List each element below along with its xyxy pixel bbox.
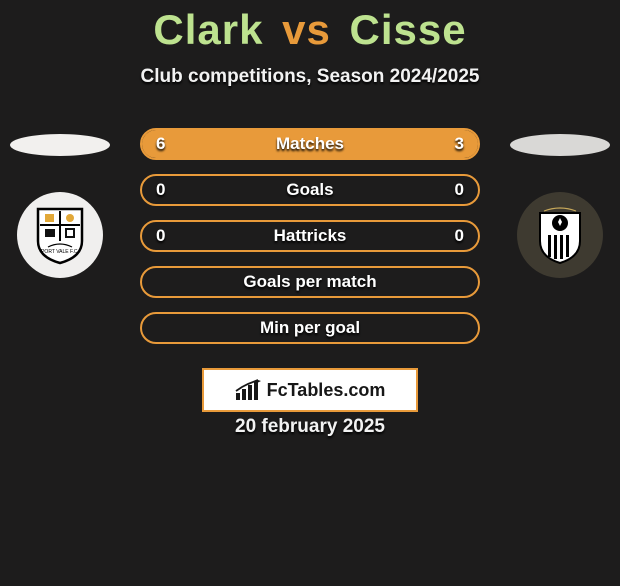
team2-badge — [517, 192, 603, 278]
team1-shield-icon: PORT VALE F.C. — [36, 205, 84, 265]
stat-label: Goals — [142, 180, 478, 200]
stat-row: 00Hattricks — [140, 220, 480, 252]
stat-row: Min per goal — [140, 312, 480, 344]
brand-text: FcTables.com — [267, 380, 386, 401]
stat-row: 63Matches — [140, 128, 480, 160]
comparison-title: Clark vs Cisse — [0, 6, 620, 54]
team1-logo-area: PORT VALE F.C. — [10, 134, 110, 278]
stat-label: Min per goal — [142, 318, 478, 338]
team2-ellipse — [510, 134, 610, 156]
stat-label: Matches — [142, 134, 478, 154]
team1-ellipse — [10, 134, 110, 156]
stat-label: Goals per match — [142, 272, 478, 292]
team1-badge: PORT VALE F.C. — [17, 192, 103, 278]
brand-box: FcTables.com — [202, 368, 418, 412]
stat-row: Goals per match — [140, 266, 480, 298]
svg-text:PORT VALE F.C.: PORT VALE F.C. — [41, 249, 79, 255]
vs-separator: vs — [282, 6, 331, 53]
team2-logo-area — [510, 134, 610, 278]
stat-row: 00Goals — [140, 174, 480, 206]
team2-shield-icon — [536, 205, 584, 265]
player2-name: Cisse — [350, 6, 467, 53]
subtitle: Club competitions, Season 2024/2025 — [0, 66, 620, 88]
stat-label: Hattricks — [142, 226, 478, 246]
bar-chart-icon — [235, 379, 261, 401]
date-text: 20 february 2025 — [0, 416, 620, 438]
player1-name: Clark — [153, 6, 263, 53]
stats-container: 63Matches 00Goals 00Hattricks Goals per mat… — [140, 128, 480, 358]
